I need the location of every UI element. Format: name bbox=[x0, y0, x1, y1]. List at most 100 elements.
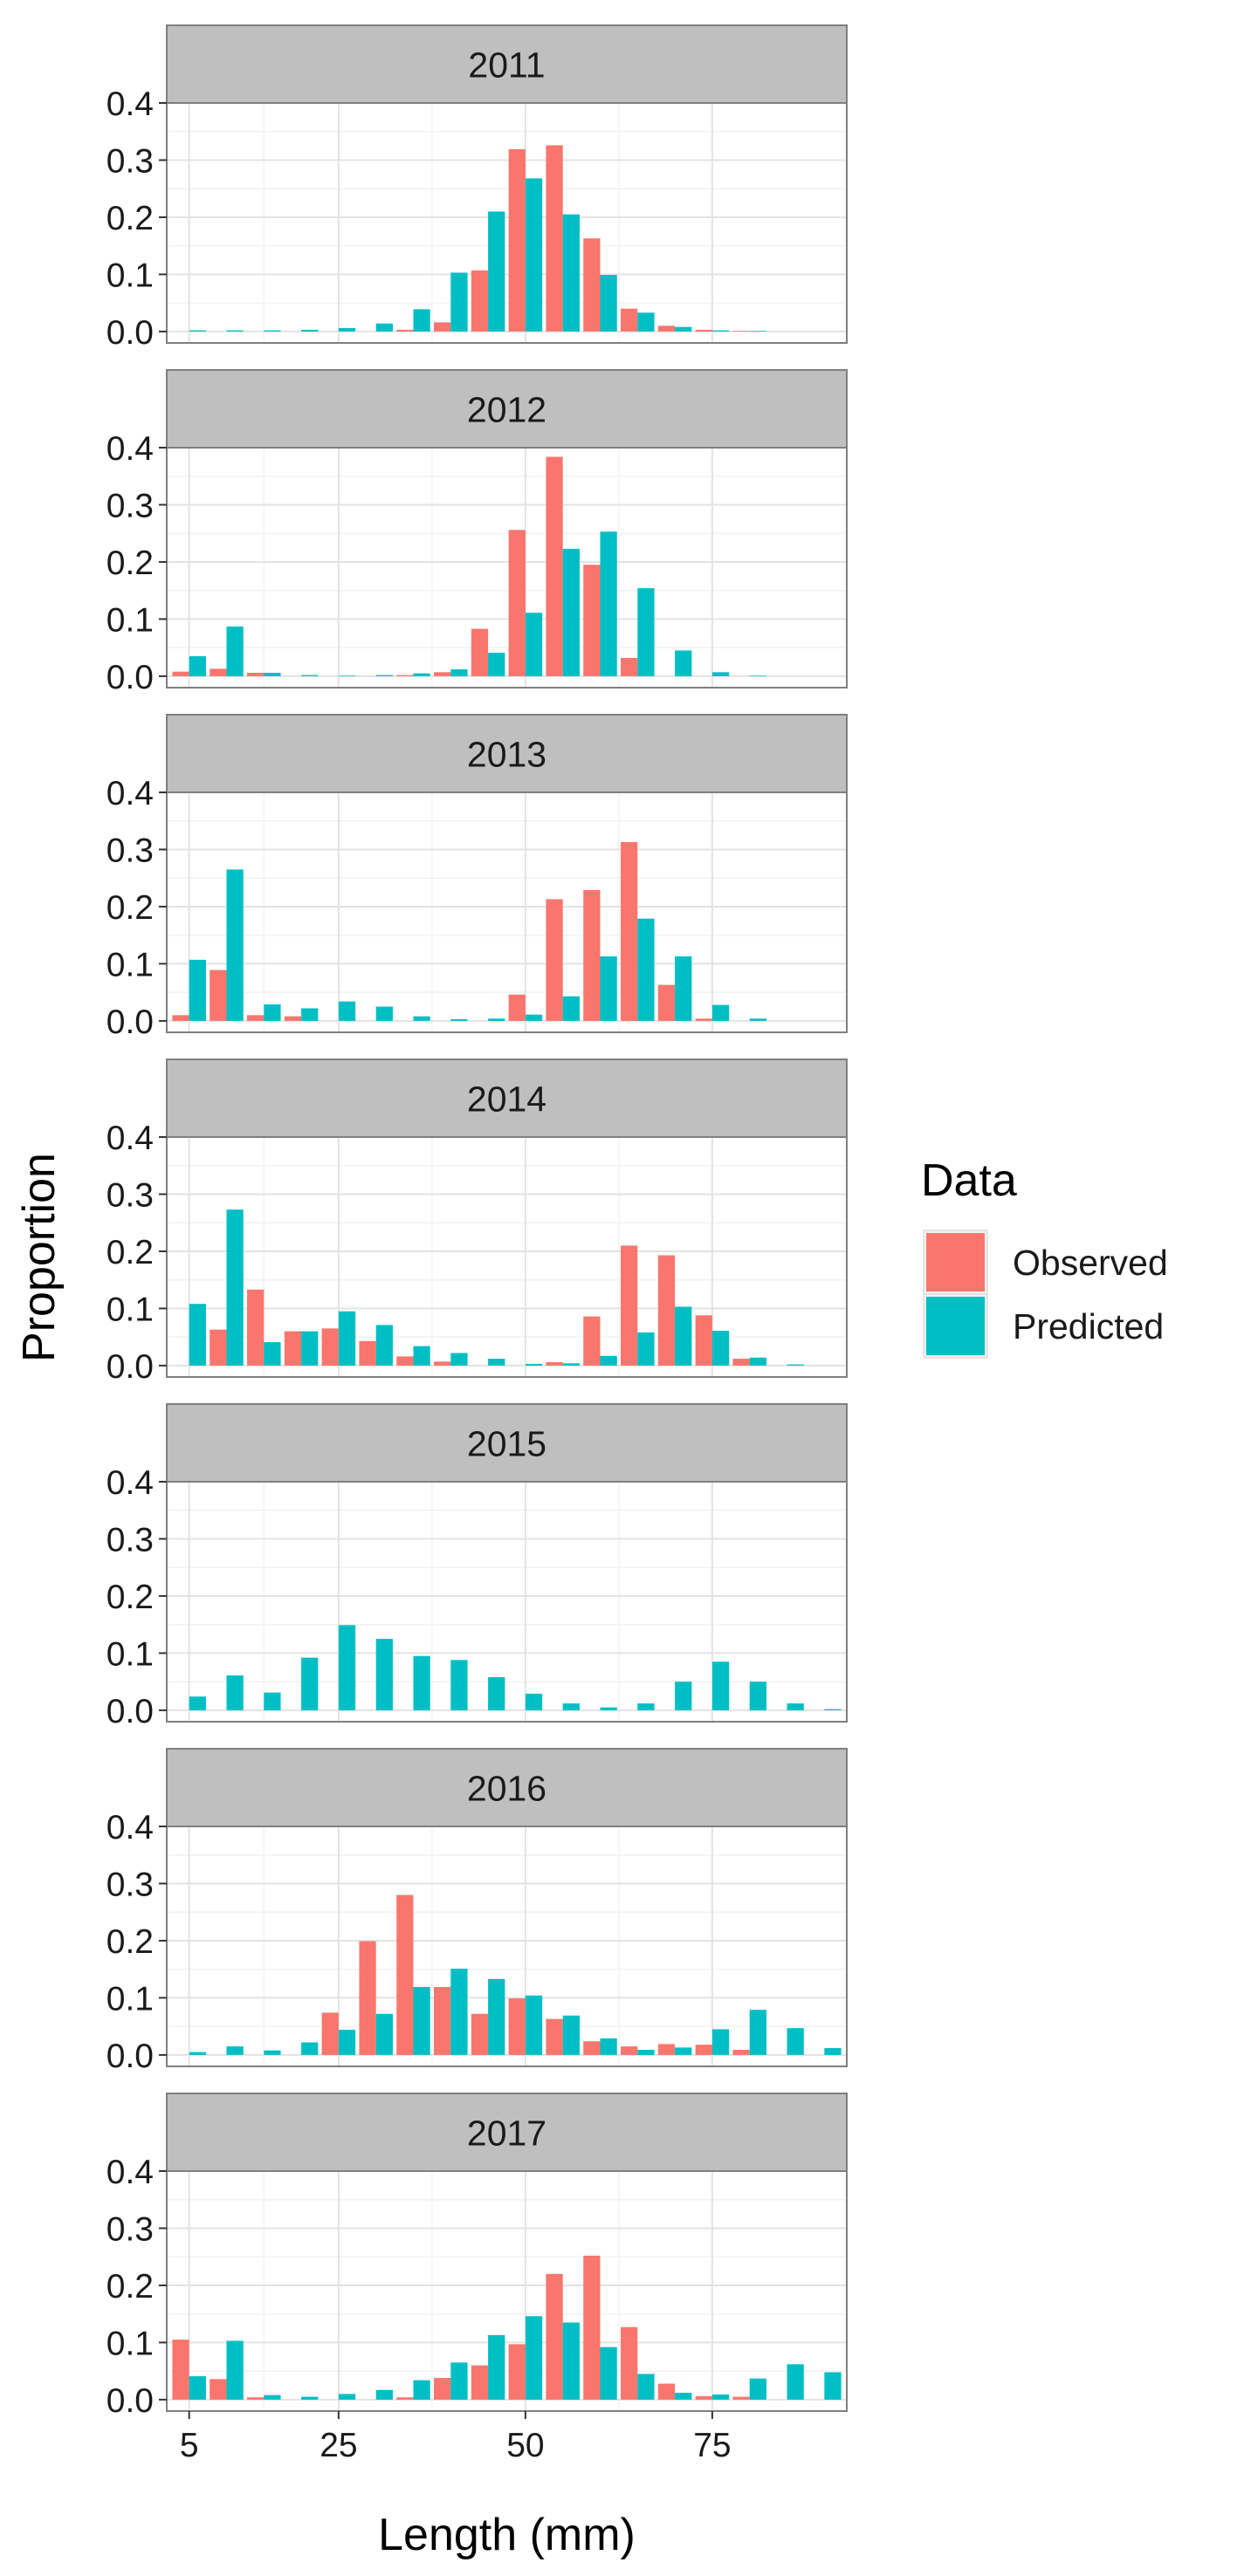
bar-predicted bbox=[226, 2046, 244, 2055]
bar-predicted bbox=[226, 869, 244, 1021]
bar-predicted bbox=[711, 1004, 730, 1021]
bar-predicted bbox=[525, 613, 543, 676]
bar-predicted bbox=[787, 1703, 804, 1710]
bar-observed bbox=[172, 671, 189, 676]
bar-predicted bbox=[675, 1682, 692, 1710]
x-tick-label: 50 bbox=[506, 2427, 544, 2464]
panel-border bbox=[166, 2170, 848, 2412]
bar-predicted bbox=[189, 1696, 206, 1710]
bar-predicted bbox=[600, 275, 617, 332]
bar-observed bbox=[471, 270, 489, 332]
panel-background bbox=[167, 2171, 847, 2411]
bar-predicted bbox=[450, 272, 468, 332]
bar-predicted bbox=[600, 2038, 617, 2055]
bar-observed bbox=[508, 149, 526, 332]
legend-key-observed bbox=[926, 1233, 985, 1291]
y-tick-label: 0.1 bbox=[107, 946, 154, 983]
panel-background bbox=[167, 103, 847, 343]
bar-predicted bbox=[600, 956, 617, 1021]
bar-observed bbox=[434, 322, 451, 332]
bar-predicted bbox=[637, 312, 655, 332]
bar-predicted bbox=[189, 2376, 206, 2400]
panel-background bbox=[167, 792, 847, 1032]
y-tick-label: 0.3 bbox=[107, 1866, 154, 1903]
bar-predicted bbox=[600, 1707, 617, 1710]
bar-predicted bbox=[749, 2010, 766, 2055]
bar-predicted bbox=[189, 2052, 206, 2055]
y-tick-label: 0.1 bbox=[107, 1980, 154, 2018]
bar-observed bbox=[621, 1245, 638, 1366]
bar-observed bbox=[695, 2395, 712, 2400]
x-tick-label: 25 bbox=[320, 2427, 357, 2464]
bar-predicted bbox=[675, 1306, 692, 1366]
bar-predicted bbox=[450, 1969, 468, 2055]
bar-predicted bbox=[413, 1986, 430, 2055]
bar-observed bbox=[546, 456, 563, 676]
bar-predicted bbox=[787, 2364, 804, 2400]
bar-observed bbox=[247, 1015, 265, 1021]
bar-predicted bbox=[749, 1357, 766, 1366]
bar-observed bbox=[546, 145, 563, 332]
facet-strip-label: 2015 bbox=[467, 1424, 546, 1464]
y-tick-label: 0.1 bbox=[107, 257, 154, 294]
y-tick-label: 0.3 bbox=[107, 1176, 154, 1214]
panel-background bbox=[167, 448, 847, 688]
panel-border bbox=[166, 791, 848, 1033]
panel-border bbox=[166, 1136, 848, 1378]
bar-predicted bbox=[749, 1018, 766, 1021]
bar-predicted bbox=[301, 1331, 319, 1366]
bar-predicted bbox=[525, 1693, 543, 1710]
bar-observed bbox=[508, 994, 526, 1021]
bar-predicted bbox=[749, 675, 766, 676]
y-tick-label: 0.4 bbox=[107, 1464, 154, 1502]
bar-predicted bbox=[226, 330, 244, 332]
bar-observed bbox=[359, 1340, 376, 1366]
bar-predicted bbox=[301, 1657, 319, 1710]
bar-predicted bbox=[637, 588, 655, 676]
bar-predicted bbox=[711, 330, 730, 332]
bar-predicted bbox=[301, 329, 319, 332]
bar-predicted bbox=[525, 1014, 543, 1021]
bar-predicted bbox=[264, 672, 281, 676]
bar-predicted bbox=[375, 1325, 393, 1366]
bar-observed bbox=[172, 2340, 189, 2400]
bar-observed bbox=[321, 1328, 339, 1366]
y-tick-label: 0.0 bbox=[107, 1693, 154, 1730]
panel-border bbox=[166, 1826, 848, 2067]
bar-predicted bbox=[301, 2396, 319, 2400]
y-tick-label: 0.4 bbox=[107, 86, 154, 123]
y-tick-label: 0.2 bbox=[107, 1923, 154, 1961]
bar-predicted bbox=[375, 675, 393, 676]
bar-observed bbox=[508, 2344, 526, 2400]
bar-observed bbox=[471, 2013, 489, 2055]
bar-predicted bbox=[413, 1346, 430, 1366]
bar-predicted bbox=[711, 672, 730, 676]
bar-predicted bbox=[450, 669, 468, 676]
bar-predicted bbox=[525, 1995, 543, 2055]
bar-predicted bbox=[338, 327, 356, 332]
bar-observed bbox=[621, 2326, 638, 2400]
y-tick-label: 0.0 bbox=[107, 1004, 154, 1041]
bar-observed bbox=[732, 1359, 750, 1366]
bar-predicted bbox=[562, 2322, 580, 2400]
bar-observed bbox=[657, 325, 676, 332]
bar-observed bbox=[434, 1361, 451, 1366]
bar-predicted bbox=[226, 1209, 244, 1366]
bar-observed bbox=[471, 2365, 489, 2400]
bar-observed bbox=[471, 628, 489, 676]
bar-predicted bbox=[450, 1353, 468, 1366]
panel-background bbox=[167, 1137, 847, 1377]
bar-predicted bbox=[413, 673, 430, 676]
bar-predicted bbox=[338, 2394, 356, 2400]
bar-predicted bbox=[226, 626, 244, 676]
legend-key-predicted bbox=[926, 1297, 985, 1355]
facet-strip-label: 2011 bbox=[468, 45, 545, 86]
bar-predicted bbox=[787, 2028, 804, 2055]
bar-predicted bbox=[600, 531, 617, 676]
bar-predicted bbox=[675, 326, 692, 332]
bar-predicted bbox=[264, 2050, 281, 2055]
bar-predicted bbox=[749, 331, 766, 332]
bar-predicted bbox=[637, 1332, 655, 1366]
bar-observed bbox=[657, 1255, 676, 1366]
bar-observed bbox=[508, 1998, 526, 2055]
